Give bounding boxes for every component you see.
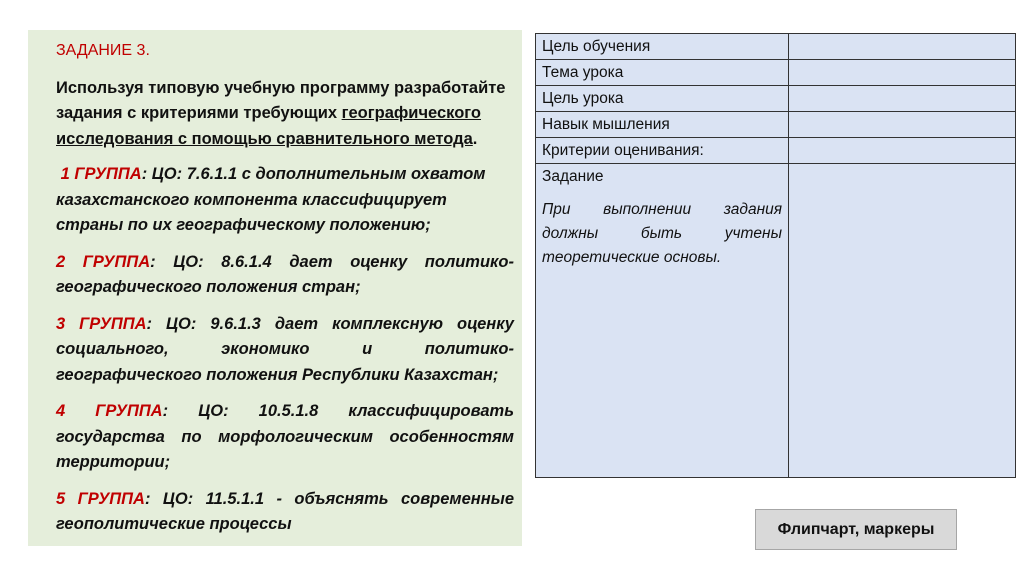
group-4: 4 ГРУППА: ЦО: 10.5.1.8 классифицировать … xyxy=(56,402,514,471)
table-row-task: Задание При выполнении задания должны бы… xyxy=(535,163,1016,478)
value-cell xyxy=(788,111,1016,138)
group-5: 5 ГРУППА: ЦО: 11.5.1.1 - объяснять совре… xyxy=(56,489,515,534)
task-intro: Используя типовую учебную программу разр… xyxy=(56,78,506,148)
task-label: Задание xyxy=(542,168,604,185)
table-row: Критерии оценивания: xyxy=(535,137,1016,164)
materials-box: Флипчарт, маркеры xyxy=(755,509,957,550)
group-2: 2 ГРУППА: ЦО: 8.6.1.4 дает оценку полити… xyxy=(56,252,514,297)
task-note: При выполнении задания должны быть учтен… xyxy=(542,201,782,266)
table-row: Цель обучения xyxy=(535,33,1016,60)
table-row: Тема урока xyxy=(535,59,1016,86)
group-3: 3 ГРУППА: ЦО: 9.6.1.3 дает комплексную о… xyxy=(56,314,514,384)
table-row: Цель урока xyxy=(535,85,1016,112)
task-panel: ЗАДАНИЕ 3. Используя типовую учебную про… xyxy=(28,30,522,546)
value-cell xyxy=(788,163,1016,478)
value-cell xyxy=(788,59,1016,86)
value-cell xyxy=(788,137,1016,164)
table-row: Навык мышления xyxy=(535,111,1016,138)
value-cell xyxy=(788,85,1016,112)
lesson-plan-table: Цель обучения Тема урока Цель урока Навы… xyxy=(535,33,1016,478)
value-cell xyxy=(788,33,1016,60)
task-title: ЗАДАНИЕ 3. xyxy=(56,42,150,59)
group-1: 1 ГРУППА: ЦО: 7.6.1.1 с дополнительным о… xyxy=(56,165,486,234)
